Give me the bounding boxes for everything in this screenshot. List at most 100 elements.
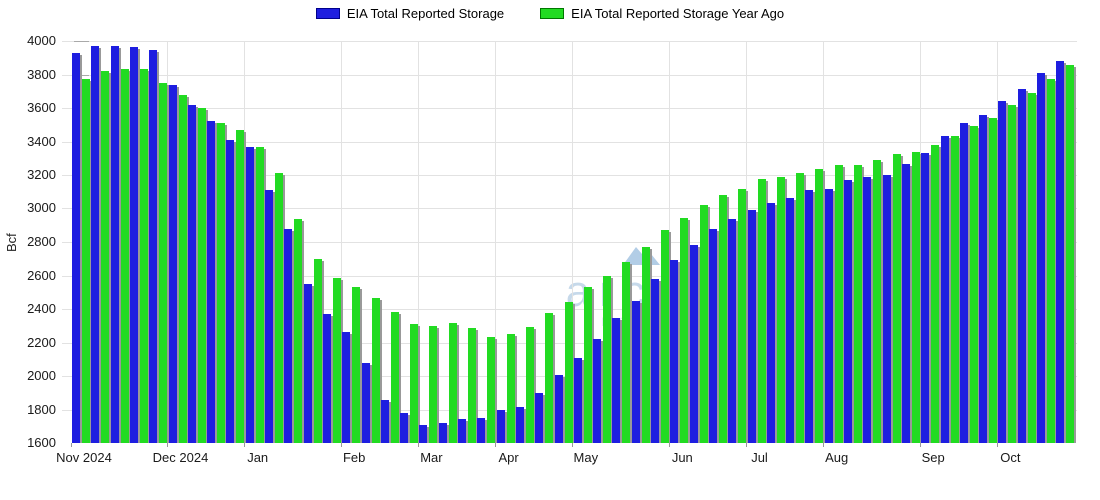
x-tick-mar bbox=[417, 443, 419, 447]
bar-year-ago-week-27 bbox=[583, 287, 592, 443]
bar-year-ago-week-17 bbox=[390, 312, 399, 443]
x-tick-dec-2024 bbox=[167, 443, 168, 447]
legend-item-storage-year-ago[interactable]: EIA Total Reported Storage Year Ago bbox=[540, 6, 784, 21]
bar-year-ago-week-29 bbox=[622, 262, 631, 443]
bar-storage-week-28 bbox=[593, 339, 602, 443]
bar-year-ago-week-43 bbox=[892, 154, 901, 443]
bar-year-ago-week-9 bbox=[236, 129, 245, 443]
bar-year-ago-week-44 bbox=[911, 152, 920, 443]
bar-storage-week-32 bbox=[670, 260, 679, 443]
bar-year-ago-week-37 bbox=[776, 176, 785, 443]
bar-year-ago-week-11 bbox=[275, 172, 283, 443]
bar-storage-week-4 bbox=[129, 46, 138, 443]
y-tick-label-4000: 4000 bbox=[27, 33, 56, 48]
gridline-2800 bbox=[62, 242, 1077, 243]
y-tick-label-1600: 1600 bbox=[27, 435, 56, 450]
bar-storage-week-2 bbox=[91, 46, 100, 443]
bar-storage-week-36 bbox=[747, 210, 756, 443]
x-tick-label-aug: Aug bbox=[825, 450, 849, 465]
bar-storage-week-3 bbox=[110, 46, 119, 443]
bar-year-ago-week-50 bbox=[1027, 92, 1036, 443]
y-tick-label-3200: 3200 bbox=[27, 167, 56, 182]
bar-year-ago-week-7 bbox=[197, 108, 206, 443]
y-tick-3200 bbox=[74, 175, 89, 176]
bar-year-ago-week-36 bbox=[757, 179, 766, 443]
bar-year-ago-week-26 bbox=[564, 302, 573, 443]
month-gridline-dec-2024 bbox=[167, 41, 168, 443]
bar-year-ago-week-34 bbox=[718, 195, 727, 443]
gridline-3200 bbox=[62, 175, 1077, 176]
bar-year-ago-week-51 bbox=[1047, 78, 1055, 443]
bar-storage-week-23 bbox=[496, 409, 505, 443]
bar-year-ago-week-5 bbox=[159, 82, 168, 443]
gridline-2600 bbox=[62, 276, 1077, 277]
y-tick-label-2400: 2400 bbox=[27, 301, 56, 316]
gridline-3400 bbox=[62, 142, 1077, 143]
bar-storage-week-15 bbox=[342, 331, 351, 443]
y-tick-2000 bbox=[74, 376, 89, 377]
y-tick-3000 bbox=[74, 208, 89, 209]
y-tick-3400 bbox=[74, 142, 89, 143]
month-gridline-apr bbox=[495, 41, 497, 443]
bar-storage-week-51 bbox=[1037, 72, 1045, 443]
bar-storage-week-50 bbox=[1017, 88, 1026, 443]
bar-year-ago-week-45 bbox=[931, 144, 940, 443]
bar-storage-week-47 bbox=[959, 123, 968, 443]
bar-storage-week-22 bbox=[477, 417, 486, 443]
x-tick-aug bbox=[823, 443, 825, 447]
bar-storage-week-41 bbox=[844, 180, 852, 443]
bar-storage-week-19 bbox=[419, 424, 428, 443]
x-tick-jun bbox=[668, 443, 670, 447]
gridline-3000 bbox=[62, 208, 1077, 209]
bar-year-ago-week-35 bbox=[738, 189, 747, 443]
bar-year-ago-week-10 bbox=[255, 147, 264, 443]
bar-storage-week-21 bbox=[458, 418, 466, 443]
bar-storage-week-48 bbox=[979, 114, 988, 443]
bar-storage-week-8 bbox=[207, 120, 216, 443]
y-tick-label-2000: 2000 bbox=[27, 368, 56, 383]
bar-storage-week-34 bbox=[708, 228, 717, 443]
bar-storage-week-49 bbox=[998, 101, 1007, 443]
month-gridline-sep bbox=[919, 41, 921, 443]
bar-year-ago-week-30 bbox=[641, 247, 650, 443]
bar-year-ago-week-19 bbox=[429, 325, 438, 443]
y-tick-2600 bbox=[74, 276, 89, 277]
bar-storage-week-29 bbox=[612, 318, 621, 443]
bar-year-ago-week-13 bbox=[313, 258, 322, 443]
y-tick-3600 bbox=[74, 108, 89, 109]
bar-storage-week-45 bbox=[921, 153, 930, 443]
x-tick-jan bbox=[244, 443, 246, 447]
bar-storage-week-52 bbox=[1056, 61, 1065, 443]
month-gridline-mar bbox=[417, 41, 419, 443]
bar-storage-week-25 bbox=[535, 392, 544, 443]
bar-storage-week-9 bbox=[226, 139, 235, 443]
bar-storage-week-46 bbox=[940, 136, 949, 443]
y-tick-2400 bbox=[74, 309, 89, 310]
x-tick-label-apr: Apr bbox=[498, 450, 519, 465]
legend-item-storage[interactable]: EIA Total Reported Storage bbox=[315, 6, 504, 21]
bar-storage-week-13 bbox=[303, 283, 312, 443]
bar-storage-week-31 bbox=[651, 278, 659, 443]
x-tick-jul bbox=[746, 443, 747, 447]
x-tick-label-dec-2024: Dec 2024 bbox=[152, 450, 209, 465]
bar-year-ago-week-22 bbox=[487, 337, 496, 443]
bar-storage-week-24 bbox=[515, 407, 524, 443]
y-tick-4000 bbox=[74, 41, 89, 42]
bar-storage-week-30 bbox=[631, 301, 640, 443]
gridline-3600 bbox=[62, 108, 1077, 109]
bar-storage-week-42 bbox=[863, 176, 872, 443]
bar-storage-week-10 bbox=[245, 147, 254, 443]
bar-year-ago-week-48 bbox=[989, 118, 998, 443]
bar-storage-week-35 bbox=[728, 219, 737, 443]
x-tick-label-feb: Feb bbox=[342, 450, 366, 465]
bar-storage-week-5 bbox=[149, 50, 158, 443]
bar-storage-week-26 bbox=[554, 375, 563, 443]
bar-storage-week-37 bbox=[766, 202, 775, 443]
bar-year-ago-week-16 bbox=[371, 298, 380, 443]
bar-year-ago-week-25 bbox=[545, 313, 554, 443]
bar-year-ago-week-21 bbox=[468, 328, 476, 443]
plot-area: arcus POWER bbox=[62, 41, 1077, 443]
legend: EIA Total Reported Storage EIA Total Rep… bbox=[0, 6, 1100, 21]
x-tick-may bbox=[572, 443, 574, 447]
